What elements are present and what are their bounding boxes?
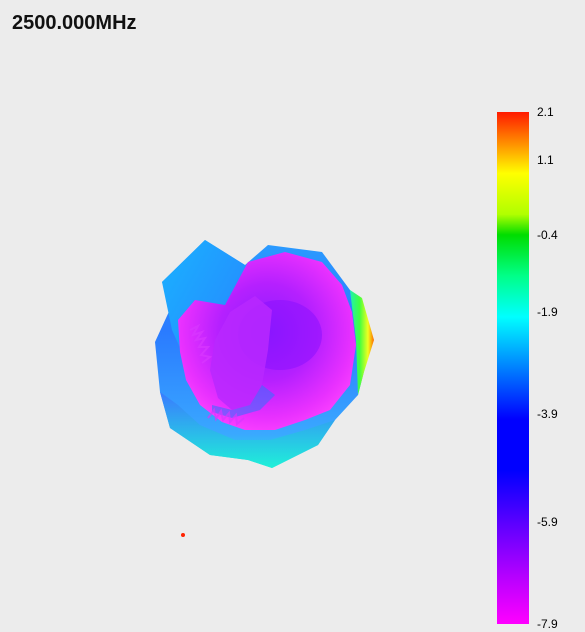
colorbar-tick-label: -3.9 [537, 407, 558, 422]
pattern-lower-rim [160, 392, 335, 468]
colorbar-tick-label: -5.9 [537, 514, 558, 529]
colorbar-tick-label: -0.4 [537, 227, 558, 242]
pattern-fold-shadow [212, 385, 275, 418]
colorbar-tick-label: 2.1 [537, 105, 554, 119]
origin-marker [181, 533, 185, 537]
pattern-right-edge [350, 290, 374, 395]
color-scale-bar [497, 112, 529, 624]
colorbar-tick-label: -1.9 [537, 304, 558, 319]
colorbar-tick-label: 1.1 [537, 153, 554, 168]
frequency-title: 2500.000MHz [12, 12, 137, 34]
pattern-fold [210, 296, 272, 410]
colorbar-tick-label: -7.9 [537, 617, 558, 631]
pattern-spike-texture [189, 323, 245, 426]
